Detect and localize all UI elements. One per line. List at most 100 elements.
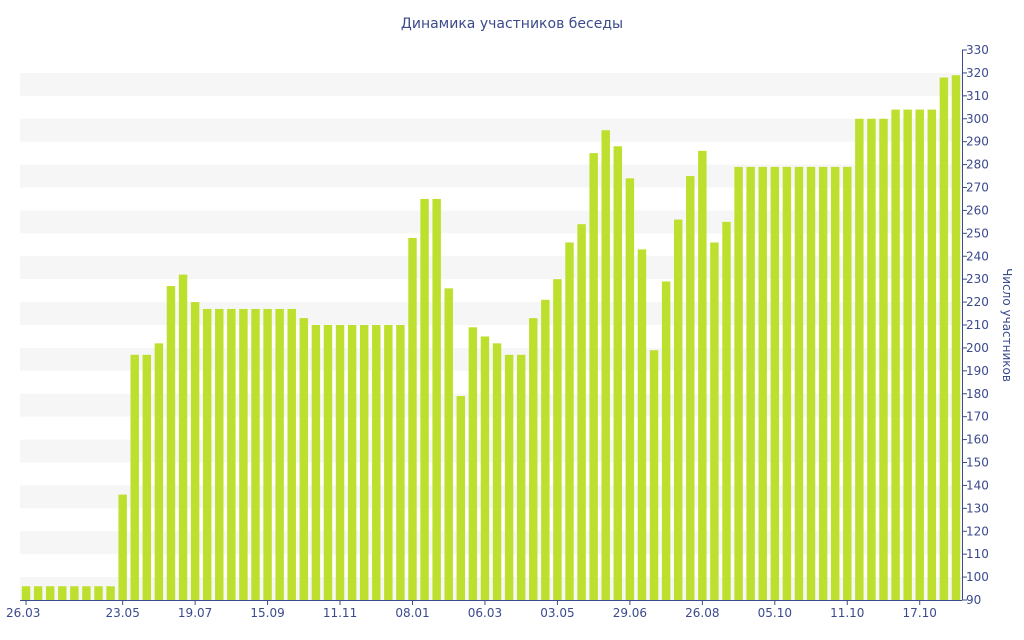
bar	[601, 130, 610, 601]
bar	[82, 586, 91, 600]
bar	[927, 109, 937, 600]
bar	[70, 586, 79, 600]
bar	[529, 318, 538, 600]
x-tick-label: 08.01	[395, 606, 429, 620]
bar	[758, 166, 767, 600]
y-tick-label: 110	[966, 547, 989, 561]
y-tick-label: 250	[966, 226, 989, 240]
bar	[106, 586, 115, 600]
x-tick-label: 26.08	[685, 606, 719, 620]
y-tick-label: 290	[966, 135, 989, 149]
bar	[939, 77, 949, 600]
bar	[287, 308, 296, 600]
bar	[480, 336, 490, 600]
bar	[855, 118, 864, 600]
y-tick-label: 200	[966, 341, 989, 355]
bar	[311, 325, 321, 600]
x-tick-label: 17.10	[903, 606, 937, 620]
x-tick-label: 11.11	[323, 606, 357, 620]
x-tick-label: 29.06	[613, 606, 647, 620]
x-axis-ticks: 26.03 23.05 19.07 15.09 11.11 08.01 06.03 03.05…	[6, 600, 937, 620]
y-tick-label: 190	[966, 364, 989, 378]
bar	[504, 354, 514, 600]
y-tick-label: 100	[966, 570, 989, 584]
y-tick-label: 330	[966, 43, 989, 57]
bar	[239, 308, 248, 600]
x-tick-label: 11.10	[830, 606, 864, 620]
bar	[649, 350, 659, 600]
bar	[867, 118, 876, 600]
bar	[323, 325, 333, 600]
bar	[166, 286, 176, 600]
y-axis-label: Число участников	[1000, 268, 1014, 382]
y-tick-label: 160	[966, 433, 989, 447]
bar	[686, 176, 695, 600]
bar	[818, 166, 828, 600]
y-tick-label: 120	[966, 524, 989, 538]
y-tick-label: 230	[966, 272, 989, 286]
bar	[21, 586, 31, 600]
bar	[565, 242, 574, 600]
bar	[589, 153, 598, 600]
y-axis-ticks: 90 100 110 120 130 140 150 160 170 180 190 200 210 22…	[962, 43, 989, 607]
bar	[215, 308, 224, 600]
bar	[299, 318, 309, 600]
bar	[335, 325, 345, 600]
bar	[275, 308, 284, 600]
bar	[516, 354, 526, 600]
bar	[178, 274, 188, 600]
bar	[830, 166, 840, 600]
bar	[637, 249, 647, 600]
bar	[879, 118, 888, 600]
x-tick-label: 23.05	[105, 606, 139, 620]
grid-band	[20, 118, 962, 142]
grid-band	[20, 72, 962, 96]
bar	[408, 237, 417, 600]
bar	[359, 325, 369, 600]
bar	[625, 178, 635, 601]
bar	[202, 308, 212, 600]
y-tick-label: 140	[966, 478, 989, 492]
bar	[190, 302, 200, 600]
bar	[577, 224, 586, 600]
y-tick-label: 220	[966, 295, 989, 309]
y-tick-label: 320	[966, 66, 989, 80]
bar	[384, 325, 393, 600]
y-tick-label: 130	[966, 501, 989, 515]
y-tick-label: 240	[966, 249, 989, 263]
y-tick-label: 210	[966, 318, 989, 332]
x-tick-label: 15.09	[250, 606, 284, 620]
bar	[746, 166, 755, 600]
bar	[347, 325, 357, 600]
bar	[251, 308, 260, 600]
bar	[710, 242, 719, 600]
bar	[734, 166, 743, 600]
grid-band	[20, 164, 962, 188]
bar	[420, 198, 429, 601]
bar	[432, 198, 441, 601]
bars-group	[21, 75, 961, 601]
y-tick-label: 310	[966, 89, 989, 103]
bar	[903, 109, 912, 600]
bar	[456, 396, 466, 600]
y-tick-label: 90	[966, 593, 981, 607]
x-tick-label: 03.05	[540, 606, 574, 620]
bar	[444, 288, 453, 600]
bar	[806, 166, 816, 600]
bar	[396, 325, 405, 600]
bar	[722, 221, 731, 600]
chart-title: Динамика участников беседы	[401, 16, 623, 32]
y-tick-label: 300	[966, 112, 989, 126]
y-tick-label: 260	[966, 203, 989, 217]
bar	[698, 150, 707, 601]
bar	[33, 586, 43, 600]
y-tick-label: 150	[966, 456, 989, 470]
bar	[130, 354, 139, 600]
bar	[915, 109, 924, 600]
y-tick-label: 270	[966, 181, 989, 195]
bar	[794, 166, 804, 600]
y-tick-label: 170	[966, 410, 989, 424]
x-tick-label: 06.03	[468, 606, 502, 620]
x-tick-label: 26.03	[6, 606, 40, 620]
